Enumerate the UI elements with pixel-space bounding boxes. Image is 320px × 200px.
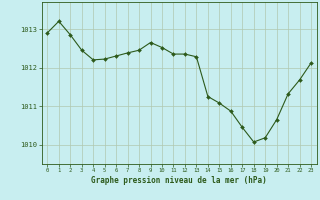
X-axis label: Graphe pression niveau de la mer (hPa): Graphe pression niveau de la mer (hPa) xyxy=(91,176,267,185)
